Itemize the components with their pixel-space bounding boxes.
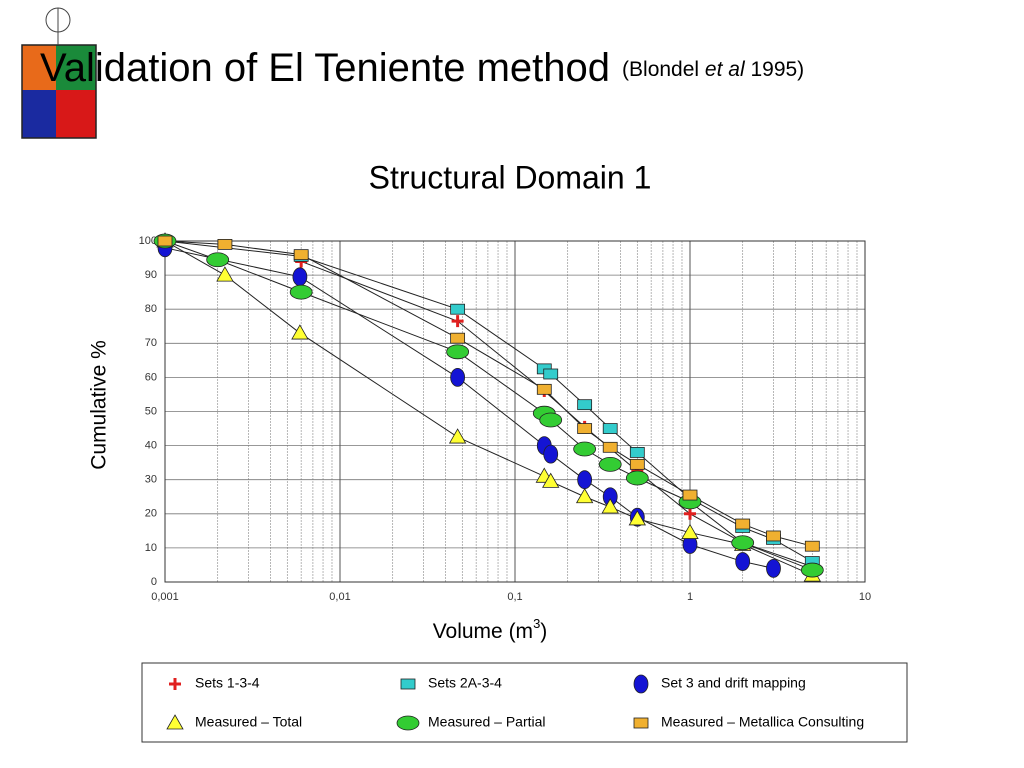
- legend-box: [141, 662, 908, 743]
- marker-ellipse: [573, 441, 597, 457]
- marker-square: [157, 235, 173, 247]
- legend-label: Measured – Total: [195, 714, 302, 730]
- legend-label: Set 3 and drift mapping: [661, 675, 806, 691]
- marker-square: [536, 383, 552, 395]
- y-tick-label: 40: [145, 440, 157, 452]
- series-line: [164, 240, 813, 571]
- marker-square: [735, 518, 751, 530]
- plot-frame: [164, 240, 866, 583]
- y-tick-label: 0: [151, 576, 157, 588]
- marker-square: [577, 423, 593, 434]
- marker-triangle: [448, 428, 467, 444]
- y-tick-label: 90: [145, 269, 157, 281]
- marker-triangle: [291, 324, 309, 340]
- subtitle: Structural Domain 1: [369, 159, 652, 195]
- marker-square: [217, 239, 233, 250]
- series-line: [164, 240, 813, 547]
- marker-ellipse: [800, 562, 824, 578]
- marker-triangle: [542, 472, 560, 488]
- marker-ellipse: [633, 674, 649, 694]
- marker-square: [602, 423, 618, 434]
- marker-ellipse: [543, 444, 559, 464]
- x-tick-label: 0,001: [151, 591, 179, 603]
- marker-ellipse: [396, 715, 420, 731]
- marker-triangle: [216, 266, 234, 282]
- legend-label: Measured – Metallica Consulting: [661, 714, 864, 730]
- marker-triangle: [628, 510, 647, 526]
- y-tick-label: 10: [145, 542, 157, 554]
- marker-square: [293, 249, 309, 261]
- x-label-text: ): [540, 620, 547, 643]
- marker-square: [629, 458, 645, 470]
- series: [164, 240, 813, 547]
- marker-ellipse: [735, 552, 751, 571]
- legend-label: Sets 2A-3-4: [428, 675, 502, 691]
- logo: [21, 7, 97, 139]
- x-axis-label: Volume (m3): [433, 616, 548, 642]
- legend-label: Measured – Partial: [428, 714, 546, 730]
- marker-ellipse: [731, 535, 755, 551]
- marker-plus: [169, 678, 181, 690]
- marker-ellipse: [577, 470, 593, 490]
- marker-plus: [684, 507, 696, 520]
- marker-square: [682, 489, 698, 501]
- y-tick-label: 60: [145, 371, 157, 383]
- marker-square: [400, 678, 416, 690]
- marker-square: [633, 717, 649, 729]
- marker-ellipse: [598, 456, 622, 472]
- y-tick-label: 70: [145, 337, 157, 349]
- marker-ellipse: [206, 252, 230, 268]
- marker-ellipse: [450, 367, 466, 387]
- marker-square: [450, 332, 466, 344]
- x-tick-label: 10: [859, 591, 871, 603]
- marker-square: [629, 447, 645, 458]
- marker-square: [602, 441, 618, 453]
- title: Validation of El Teniente method (Blondel…: [40, 46, 804, 90]
- x-label-text: Volume (m: [433, 620, 533, 643]
- marker-ellipse: [539, 412, 563, 428]
- x-tick-label: 0,01: [329, 591, 350, 603]
- series: [164, 240, 813, 576]
- x-label-sup: 3: [533, 616, 540, 631]
- marker-ellipse: [766, 558, 781, 578]
- marker-square: [450, 303, 466, 315]
- legend-label: Sets 1-3-4: [195, 675, 260, 691]
- x-tick-label: 1: [687, 591, 693, 603]
- citation: et al: [705, 58, 746, 81]
- marker-ellipse: [446, 344, 470, 360]
- x-tick-label: 0,1: [507, 591, 522, 603]
- marker-ellipse: [625, 470, 649, 486]
- marker-square: [804, 540, 820, 552]
- citation: (Blondel: [622, 58, 705, 81]
- y-tick-label: 50: [145, 405, 157, 417]
- y-tick-label: 30: [145, 474, 157, 486]
- marker-triangle: [166, 714, 184, 730]
- marker-triangle: [575, 487, 594, 504]
- marker-square: [543, 368, 559, 380]
- citation: 1995): [745, 58, 805, 81]
- y-axis-label: Cumulative %: [88, 340, 111, 470]
- y-tick-label: 80: [145, 303, 157, 315]
- series-line: [164, 240, 813, 576]
- series: [164, 240, 813, 571]
- y-tick-label: 20: [145, 508, 157, 520]
- marker-plus: [451, 315, 464, 328]
- marker-triangle: [681, 523, 699, 539]
- title-text: Validation of El Teniente method: [40, 46, 610, 90]
- marker-ellipse: [289, 284, 313, 300]
- marker-square: [766, 530, 781, 542]
- marker-ellipse: [292, 267, 308, 287]
- y-tick-label: 100: [139, 235, 157, 247]
- marker-square: [577, 399, 593, 411]
- marker-triangle: [601, 498, 619, 514]
